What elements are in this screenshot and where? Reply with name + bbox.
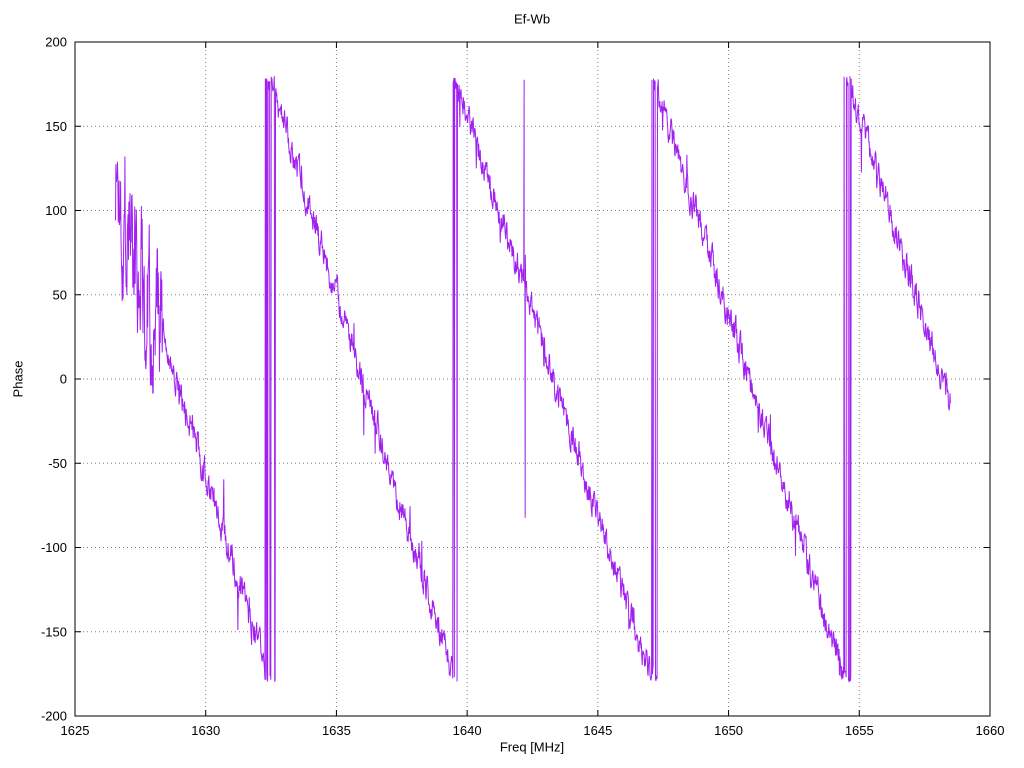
- y-tick-label: 100: [45, 203, 67, 218]
- x-tick-label: 1640: [453, 723, 482, 738]
- y-tick-label: -200: [41, 709, 67, 724]
- x-tick-label: 1650: [714, 723, 743, 738]
- x-tick-label: 1660: [976, 723, 1005, 738]
- x-tick-label: 1630: [191, 723, 220, 738]
- x-tick-label: 1625: [61, 723, 90, 738]
- x-tick-label: 1635: [322, 723, 351, 738]
- y-tick-label: -50: [48, 456, 67, 471]
- plot-border: [74, 41, 991, 717]
- y-tick-label: 200: [45, 35, 67, 50]
- y-tick-label: 50: [53, 287, 67, 302]
- y-tick-label: -150: [41, 624, 67, 639]
- x-tick-label: 1645: [583, 723, 612, 738]
- y-tick-label: 150: [45, 119, 67, 134]
- chart-title: Ef-Wb: [513, 11, 551, 27]
- y-tick-label: 0: [60, 372, 67, 387]
- y-tick-label: -100: [41, 540, 67, 555]
- x-tick-label: 1655: [845, 723, 874, 738]
- phase-trace: [115, 76, 951, 683]
- x-axis-label: Freq [MHz]: [499, 739, 565, 755]
